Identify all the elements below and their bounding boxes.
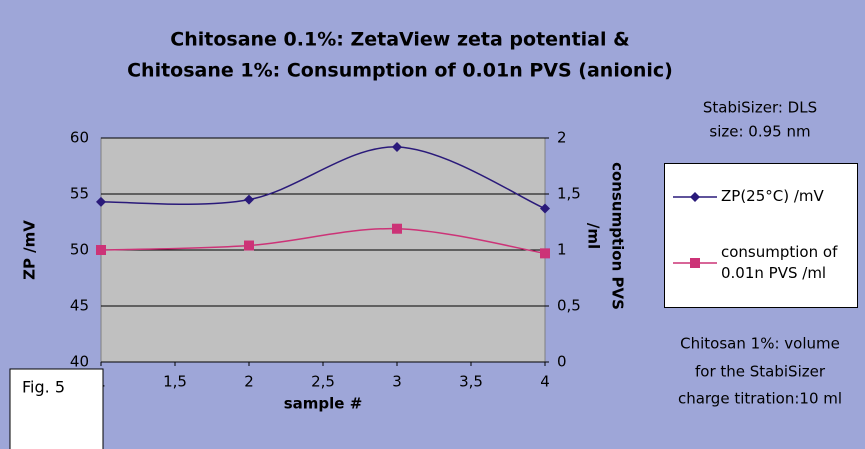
y2-tick-label: 1,5 (557, 185, 581, 203)
marker (96, 196, 106, 207)
series-line (100, 146, 546, 210)
annotation: size: 0.95 nm (709, 123, 810, 141)
marker (540, 203, 550, 214)
x-tick-label: 3 (392, 373, 402, 391)
y-axis-label: ZP /mV (21, 220, 39, 280)
series-line (100, 227, 546, 255)
y2-axis-label: /ml (585, 223, 603, 249)
chart-title: Chitosane 1%: Consumption of 0.01n PVS (… (127, 60, 673, 82)
marker (690, 258, 700, 268)
legend-swatch (673, 258, 717, 268)
marker (690, 191, 700, 202)
legend: ZP(25°C) /mV consumption of 0.01n PVS /ml (664, 163, 858, 308)
y-tick-label: 60 (70, 129, 89, 147)
y2-tick-label: 0,5 (557, 297, 581, 315)
x-tick-label: 2,5 (311, 373, 335, 391)
y-tick-label: 50 (70, 241, 89, 259)
y2-tick-label: 2 (557, 129, 567, 147)
y-tick-label: 40 (70, 353, 89, 371)
marker (244, 194, 254, 205)
annotation: charge titration:10 ml (678, 390, 842, 408)
annotation: StabiSizer: DLS (703, 99, 817, 117)
y-tick-label: 55 (70, 185, 89, 203)
annotation: for the StabiSizer (695, 363, 826, 381)
x-axis-label: sample # (284, 395, 363, 413)
legend-label: consumption of 0.01n PVS /ml (721, 243, 838, 282)
chart-title: Chitosane 0.1%: ZetaView zeta potential … (170, 29, 629, 51)
x-tick-label: 2 (244, 373, 254, 391)
legend-swatch (673, 191, 717, 202)
legend-item: consumption of 0.01n PVS /ml (665, 242, 841, 284)
fig-box (9, 368, 104, 449)
y2-axis-label: consumption PVS (609, 162, 627, 310)
fig-label: Fig. 5 (22, 378, 65, 397)
x-tick-label: 3,5 (459, 373, 483, 391)
marker (96, 245, 106, 255)
marker (244, 240, 254, 251)
x-tick-label: 1,5 (163, 373, 187, 391)
y2-tick-label: 0 (557, 353, 567, 371)
annotation: Chitosan 1%: volume (680, 335, 840, 353)
y2-tick-label: 1 (557, 241, 567, 259)
legend-label: ZP(25°C) /mV (721, 187, 824, 205)
marker (392, 141, 402, 152)
x-tick-label: 4 (540, 373, 550, 391)
marker (540, 248, 550, 259)
marker (392, 223, 402, 234)
y-tick-label: 45 (70, 297, 89, 315)
legend-item: ZP(25°C) /mV (665, 186, 851, 207)
